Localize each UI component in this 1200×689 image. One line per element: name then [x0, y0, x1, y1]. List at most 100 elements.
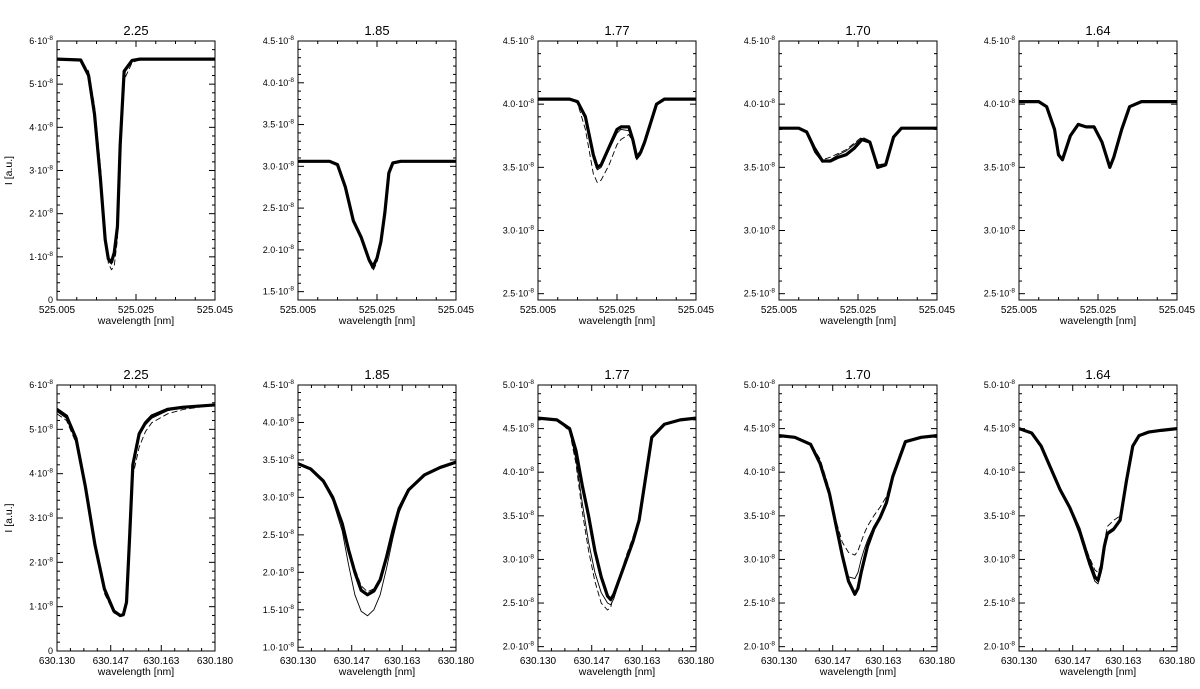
y-tick-label: 2·10-8	[29, 556, 53, 567]
series-line-thick	[779, 433, 937, 596]
series-line-dashed	[779, 127, 937, 167]
y-tick-label: 4·10-8	[29, 468, 53, 479]
x-tick-label: 630.130	[520, 656, 557, 667]
x-tick-label: 525.045	[438, 305, 475, 316]
y-tick-label: 4.5·10-8	[984, 423, 1016, 434]
y-tick-label: 5.0·10-8	[503, 379, 535, 390]
y-tick-label: 5·10-8	[29, 423, 53, 434]
y-tick-label: 3.5·10-8	[744, 161, 776, 172]
series-line-thin	[779, 127, 937, 166]
plot-frame	[297, 384, 457, 652]
y-tick-label: 0	[48, 646, 53, 656]
y-tick-label: 2.0·10-8	[263, 566, 295, 577]
x-axis-label: wavelength [nm]	[338, 666, 416, 678]
subplot-title: 1.70	[845, 23, 870, 38]
series-line-thick	[298, 460, 456, 597]
series-line-thick	[57, 57, 215, 264]
subplot-title: 1.64	[1085, 23, 1110, 38]
y-tick-label: 4.5·10-8	[263, 379, 295, 390]
series-line-dashed	[298, 461, 456, 593]
x-tick-label: 525.005	[39, 305, 76, 316]
subplot-title: 2.25	[123, 23, 148, 38]
y-tick-label: 4.5·10-8	[503, 35, 535, 46]
y-tick-label: 3.5·10-8	[263, 454, 295, 465]
y-axis-label: I [a.u.]	[3, 156, 15, 185]
y-tick-label: 5·10-8	[29, 78, 53, 89]
x-tick-label: 630.130	[1001, 656, 1038, 667]
x-tick-label: 630.130	[761, 656, 798, 667]
x-tick-label: 630.163	[1105, 656, 1142, 667]
series-line-thin	[538, 417, 696, 606]
series-line-thick	[538, 416, 696, 602]
y-tick-label: 2.5·10-8	[744, 288, 776, 299]
plot-frame	[56, 40, 216, 301]
y-tick-label: 2·10-8	[29, 208, 53, 219]
subplot-title: 1.77	[604, 23, 629, 38]
x-tick-label: 630.147	[574, 656, 611, 667]
y-tick-label: 3.5·10-8	[503, 510, 535, 521]
subplot-title: 1.85	[364, 23, 389, 38]
series-line-thin	[57, 404, 215, 617]
series-line-thin	[298, 461, 456, 617]
series-line-thick	[538, 97, 696, 169]
y-tick-label: 3.5·10-8	[263, 119, 295, 130]
subplot-7: 1.85 wavelength [nm] 630.130 630.147 630.163…	[263, 367, 475, 678]
series-line-dashed	[57, 58, 215, 271]
y-tick-label: 5.0·10-8	[744, 379, 776, 390]
y-tick-label: 1·10-8	[29, 251, 53, 262]
y-tick-label: 4.0·10-8	[984, 98, 1016, 109]
x-tick-label: 525.005	[280, 305, 317, 316]
y-tick-label: 4.0·10-8	[744, 466, 776, 477]
y-tick-label: 3.0·10-8	[503, 553, 535, 564]
series-line-thick	[1019, 100, 1177, 169]
subplot-9: 1.70 wavelength [nm] 630.130 630.147 630.163…	[744, 367, 956, 678]
subplot-4: 1.70 wavelength [nm] 525.005 525.025 525.045…	[744, 23, 956, 327]
y-tick-label: 6·10-8	[29, 35, 53, 46]
subplot-3: 1.77 wavelength [nm] 525.005 525.025 525.045…	[503, 23, 715, 327]
series-line-thin	[57, 58, 215, 265]
x-tick-label: 630.163	[865, 656, 902, 667]
y-tick-label: 4.0·10-8	[503, 98, 535, 109]
y-tick-label: 4.5·10-8	[744, 35, 776, 46]
y-tick-label: 3.0·10-8	[263, 491, 295, 502]
x-axis-label: wavelength [nm]	[1059, 666, 1137, 678]
x-tick-label: 630.163	[624, 656, 661, 667]
y-tick-label: 3.5·10-8	[984, 510, 1016, 521]
y-tick-label: 4.0·10-8	[503, 466, 535, 477]
subplot-title: 1.64	[1085, 367, 1110, 382]
subplot-title: 1.70	[845, 367, 870, 382]
series-line-thick	[298, 159, 456, 269]
y-tick-label: 3.0·10-8	[263, 160, 295, 171]
y-tick-label: 4.0·10-8	[984, 466, 1016, 477]
x-tick-label: 525.045	[1159, 305, 1196, 316]
x-axis-label: wavelength [nm]	[1059, 315, 1137, 327]
y-tick-label: 4.0·10-8	[263, 77, 295, 88]
y-tick-label: 5.0·10-8	[984, 379, 1016, 390]
x-tick-label: 525.025	[840, 305, 877, 316]
y-tick-label: 2.5·10-8	[744, 597, 776, 608]
x-tick-label: 630.147	[1055, 656, 1092, 667]
y-tick-label: 4.0·10-8	[744, 98, 776, 109]
y-tick-label: 2.5·10-8	[984, 597, 1016, 608]
y-tick-label: 4.5·10-8	[503, 423, 535, 434]
x-tick-label: 525.045	[678, 305, 715, 316]
y-tick-label: 1.5·10-8	[263, 604, 295, 615]
y-tick-label: 4.5·10-8	[744, 423, 776, 434]
x-axis-label: wavelength [nm]	[578, 666, 656, 678]
x-tick-label: 525.005	[520, 305, 557, 316]
x-tick-label: 525.045	[919, 305, 956, 316]
series-line-thick	[1019, 427, 1177, 582]
series-line-thin	[538, 98, 696, 171]
x-tick-label: 525.025	[1080, 305, 1117, 316]
x-tick-label: 630.147	[334, 656, 371, 667]
y-tick-label: 3.0·10-8	[503, 225, 535, 236]
y-tick-label: 2.5·10-8	[984, 288, 1016, 299]
y-tick-label: 1.5·10-8	[263, 286, 295, 297]
y-tick-label: 3.0·10-8	[744, 553, 776, 564]
x-tick-label: 630.147	[93, 656, 130, 667]
y-tick-label: 2.0·10-8	[503, 641, 535, 652]
subplot-title: 1.85	[364, 367, 389, 382]
y-tick-label: 3.5·10-8	[984, 161, 1016, 172]
plot-frame	[778, 40, 938, 301]
